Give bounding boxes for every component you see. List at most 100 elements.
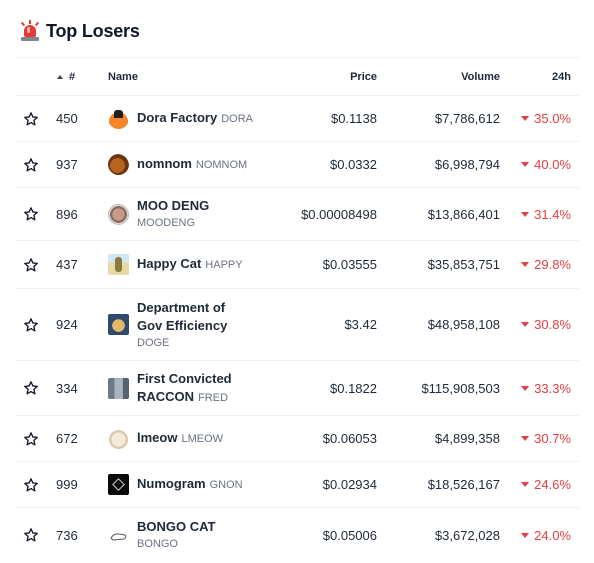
rank-cell: 437: [56, 257, 78, 272]
volume-cell: $115,908,503: [421, 380, 500, 396]
coin-name-line-2: RACCON: [137, 388, 195, 404]
down-arrow-icon: [521, 385, 530, 391]
rank-cell: 450: [56, 111, 78, 126]
table-row[interactable]: 999 Numogram GNON $0.02934 $18,526,167 24…: [16, 462, 579, 508]
coin-symbol: MOODENG: [137, 217, 196, 229]
rank-column-header[interactable]: #: [56, 58, 106, 95]
lmeow-logo-icon: [108, 428, 129, 449]
down-arrow-icon: [521, 211, 530, 217]
price-column-header[interactable]: Price: [350, 70, 377, 83]
coin-name-line-1: Department of: [137, 299, 226, 315]
rank-cell: 924: [56, 317, 78, 332]
table-row[interactable]: 924 Department of Gov Efficiency DOGE $3.4…: [16, 289, 579, 361]
price-cell: $0.05006: [322, 527, 377, 543]
down-arrow-icon: [521, 436, 530, 441]
nomnom-logo-icon: [108, 154, 129, 175]
table-row[interactable]: 334 First Convicted RACCON FRED $0.1822 $1…: [16, 361, 579, 416]
table-row[interactable]: 937 nomnom NOMNOM $0.0332 $6,998,794 40.0…: [16, 142, 579, 188]
volume-cell: $35,853,751: [427, 257, 500, 272]
volume-cell: $3,672,028: [434, 527, 500, 543]
section-title: Top Losers: [46, 20, 140, 41]
down-arrow-icon: [521, 162, 530, 167]
price-cell: $0.00008498: [301, 206, 377, 222]
moo-deng-logo-icon: [108, 203, 129, 225]
numogram-logo-icon: [108, 474, 129, 495]
coin-name-cell[interactable]: First Convicted RACCON FRED: [108, 361, 288, 415]
table-row[interactable]: 437 Happy Cat HAPPY $0.03555 $35,853,751 …: [16, 241, 579, 289]
dora-factory-logo-icon: [108, 108, 129, 129]
down-arrow-icon: [521, 322, 530, 327]
price-cell: $3.42: [344, 317, 377, 332]
star-icon[interactable]: [22, 241, 40, 288]
coin-symbol: DORA: [221, 113, 253, 125]
fred-logo-icon: [108, 377, 129, 399]
star-icon[interactable]: [22, 289, 40, 360]
table-row[interactable]: 736 BONGO CAT BONGO $0.05006 $3,672,028 2…: [16, 508, 579, 562]
coin-name: Happy Cat: [137, 256, 202, 271]
sort-ascending-icon: [57, 74, 63, 79]
volume-cell: $48,958,108: [427, 317, 500, 332]
volume-cell: $13,866,401: [427, 206, 500, 222]
star-icon[interactable]: [22, 188, 40, 240]
star-icon[interactable]: [22, 361, 40, 415]
coin-name-cell[interactable]: nomnom NOMNOM: [108, 142, 288, 187]
table-header-row: # Name Price Volume 24h: [16, 58, 579, 96]
change-cell: 30.8%: [501, 289, 571, 360]
rank-cell: 672: [56, 431, 78, 446]
losers-table: # Name Price Volume 24h 450 Dora Factory…: [16, 57, 579, 562]
volume-column-header[interactable]: Volume: [461, 70, 500, 83]
coin-name-cell[interactable]: Department of Gov Efficiency DOGE: [108, 289, 288, 360]
coin-symbol: BONGO: [137, 538, 178, 550]
volume-cell: $6,998,794: [434, 157, 500, 172]
coin-name: BONGO CAT: [137, 519, 216, 534]
star-icon[interactable]: [22, 416, 40, 461]
coin-name-cell[interactable]: MOO DENG MOODENG: [108, 188, 288, 240]
change-cell: 35.0%: [501, 96, 571, 141]
coin-symbol: FRED: [198, 391, 229, 404]
change-cell: 24.6%: [501, 462, 571, 507]
rank-cell: 937: [56, 157, 78, 172]
rank-cell: 999: [56, 477, 78, 492]
price-cell: $0.1138: [330, 111, 377, 126]
coin-name-line-1: First Convicted: [137, 370, 232, 386]
name-column-header[interactable]: Name: [108, 70, 138, 83]
coin-name-cell[interactable]: BONGO CAT BONGO: [108, 508, 288, 562]
coin-name: nomnom: [137, 156, 192, 171]
change-cell: 29.8%: [501, 241, 571, 288]
volume-cell: $4,899,358: [434, 431, 500, 446]
star-icon[interactable]: [22, 462, 40, 507]
price-cell: $0.1822: [330, 380, 377, 396]
table-row[interactable]: 672 lmeow LMEOW $0.06053 $4,899,358 30.7%: [16, 416, 579, 462]
coin-name-cell[interactable]: Numogram GNON: [108, 462, 288, 507]
coin-name: Numogram: [137, 476, 206, 491]
siren-icon: [20, 20, 40, 42]
bongo-cat-logo-icon: [108, 524, 129, 546]
volume-cell: $18,526,167: [427, 477, 500, 492]
down-arrow-icon: [521, 262, 530, 267]
change-cell: 31.4%: [501, 188, 571, 240]
coin-name-line-2: Gov Efficiency: [137, 317, 228, 333]
change-cell: 30.7%: [501, 416, 571, 461]
rank-cell: 736: [56, 527, 78, 543]
table-row[interactable]: 896 MOO DENG MOODENG $0.00008498 $13,866,…: [16, 188, 579, 241]
price-cell: $0.0332: [330, 157, 377, 172]
coin-symbol: DOGE: [137, 336, 170, 349]
price-cell: $0.02934: [322, 477, 377, 492]
star-icon[interactable]: [22, 96, 40, 141]
table-row[interactable]: 450 Dora Factory DORA $0.1138 $7,786,612 …: [16, 96, 579, 142]
coin-symbol: GNON: [209, 479, 243, 491]
coin-name-cell[interactable]: lmeow LMEOW: [108, 416, 288, 461]
change-column-header[interactable]: 24h: [552, 70, 571, 83]
star-icon[interactable]: [22, 508, 40, 562]
coin-symbol: HAPPY: [205, 259, 243, 271]
coin-name-cell[interactable]: Dora Factory DORA: [108, 96, 288, 141]
rank-cell: 896: [56, 206, 78, 222]
coin-name: lmeow: [137, 430, 178, 445]
change-cell: 40.0%: [501, 142, 571, 187]
change-cell: 24.0%: [501, 508, 571, 562]
coin-name-cell[interactable]: Happy Cat HAPPY: [108, 241, 288, 288]
volume-cell: $7,786,612: [434, 111, 500, 126]
star-icon[interactable]: [22, 142, 40, 187]
price-cell: $0.03555: [322, 257, 377, 272]
coin-symbol: LMEOW: [181, 433, 224, 445]
